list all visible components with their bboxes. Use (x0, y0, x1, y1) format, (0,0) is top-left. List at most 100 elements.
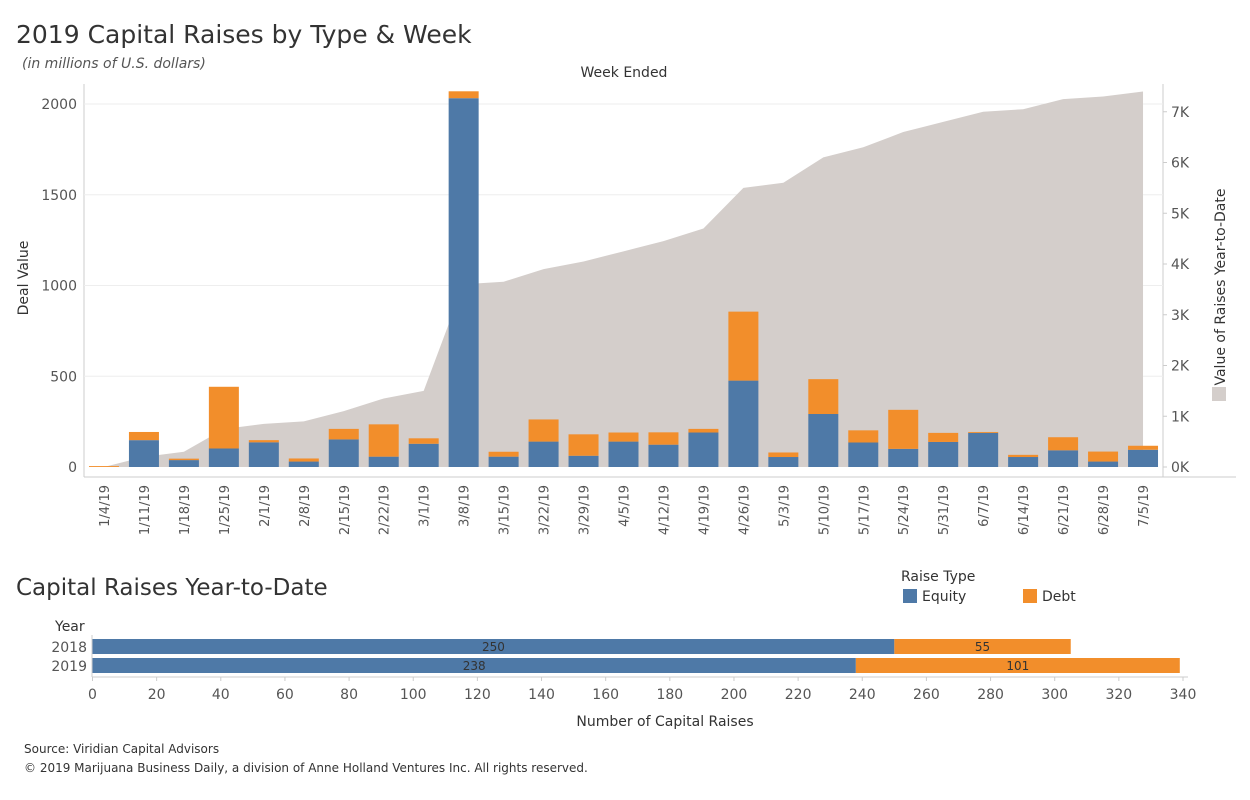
y-axis-title: Deal Value (16, 241, 32, 316)
ytd-x-tick-label: 200 (721, 687, 748, 703)
ytd-x-tick-label: 340 (1170, 687, 1197, 703)
legend-label-equity: Equity (922, 589, 966, 605)
y2-tick-label: 4K (1171, 257, 1190, 273)
debt-bar (528, 419, 559, 442)
legend-label-debt: Debt (1042, 589, 1076, 605)
debt-bar (648, 432, 679, 445)
x-tick-label: 1/4/19 (98, 485, 113, 527)
x-tick-label: 3/15/19 (498, 485, 513, 535)
equity-bar (528, 441, 559, 467)
equity-bar (1088, 461, 1119, 467)
equity-bar (888, 448, 919, 467)
y-tick-label: 500 (50, 369, 77, 385)
debt-bar (368, 424, 399, 457)
x-tick-label: 4/26/19 (737, 485, 752, 535)
equity-bar (608, 441, 639, 467)
equity-bar (648, 444, 679, 467)
equity-bar (968, 432, 999, 467)
x-tick-label: 5/24/19 (897, 485, 912, 535)
ytd-x-tick-label: 320 (1105, 687, 1132, 703)
copyright-note: © 2019 Marijuana Business Daily, a divis… (24, 761, 588, 775)
weekly-capital-raises-chart: 0 500 1000 1500 2000 0K 1K 2K 3K 4K 5K 6K 7K 1/4/19 1/… (16, 65, 1236, 535)
y2-tick-label: 0K (1171, 460, 1190, 476)
debt-bar (88, 466, 119, 467)
x-tick-label: 1/25/19 (218, 485, 233, 535)
x-tick-label: 6/7/19 (977, 485, 992, 527)
debt-ytd-bar (855, 658, 1180, 673)
debt-bar (288, 458, 319, 462)
debt-bar (848, 430, 879, 443)
debt-bar (808, 379, 839, 415)
x-tick-label: 4/5/19 (618, 485, 633, 527)
equity-bar (328, 439, 359, 467)
source-note: Source: Viridian Capital Advisors (24, 742, 220, 756)
ytd-x-tick-label: 60 (276, 687, 294, 703)
ytd-area-series (103, 91, 1144, 467)
page-title: 2019 Capital Raises by Type & Week (16, 20, 472, 49)
ytd-x-tick-label: 240 (849, 687, 876, 703)
equity-bar (848, 442, 879, 467)
y2-tick-label: 3K (1171, 308, 1190, 324)
x-tick-label: 5/10/19 (817, 485, 832, 535)
debt-bar (768, 452, 799, 458)
ytd-x-tick-label: 120 (464, 687, 491, 703)
debt-bar (1048, 437, 1079, 451)
debt-bar (248, 440, 279, 443)
ytd-x-tick-label: 280 (977, 687, 1004, 703)
y-tick-label: 1000 (41, 279, 77, 295)
debt-bar (488, 451, 519, 457)
debt-bar (408, 438, 439, 444)
y2-tick-label: 6K (1171, 156, 1190, 172)
x-tick-label: 3/1/19 (418, 485, 433, 527)
debt-bar (1128, 445, 1159, 450)
x-tick-label: 4/12/19 (657, 485, 672, 535)
ytd-x-tick-label: 300 (1041, 687, 1068, 703)
y2-tick-label: 2K (1171, 359, 1190, 375)
equity-bar (728, 380, 759, 467)
ytd-x-tick-label: 100 (400, 687, 427, 703)
x-tick-label: 6/14/19 (1017, 485, 1032, 535)
equity-bar (368, 456, 399, 467)
debt-bar (128, 431, 159, 441)
equity-bar (208, 448, 239, 467)
ytd-x-tick-label: 160 (592, 687, 619, 703)
debt-bar (728, 311, 759, 381)
ytd-y-axis-title: Year (54, 619, 85, 635)
ytd-x-tick-label: 220 (785, 687, 812, 703)
x-tick-label: 6/21/19 (1057, 485, 1072, 535)
x-tick-label: 5/3/19 (777, 485, 792, 527)
debt-bar (1088, 451, 1119, 462)
debt-ytd-bar (894, 639, 1071, 654)
x-axis-top-title: Week Ended (581, 65, 668, 81)
ytd-year-label: 2018 (51, 640, 87, 656)
equity-bar (168, 460, 199, 467)
equity-bar (1048, 450, 1079, 467)
x-tick-label: 3/29/19 (578, 485, 593, 535)
equity-bar (808, 414, 839, 467)
debt-bar (568, 434, 599, 456)
x-tick-label: 1/18/19 (178, 485, 193, 535)
ytd-x-tick-label: 180 (656, 687, 683, 703)
debt-bar (688, 428, 719, 433)
y2-tick-label: 1K (1171, 409, 1190, 425)
ytd-x-axis-title: Number of Capital Raises (576, 714, 753, 730)
x-tick-label: 5/17/19 (857, 485, 872, 535)
equity-bar (928, 441, 959, 467)
y-tick-label: 2000 (41, 97, 77, 113)
y2-legend-swatch (1212, 387, 1226, 401)
debt-bar (968, 431, 999, 433)
ytd-x-tick-label: 20 (148, 687, 166, 703)
x-tick-label: 6/28/19 (1097, 485, 1112, 535)
ytd-x-tick-label: 0 (88, 687, 97, 703)
debt-ytd-value: 101 (1006, 659, 1029, 673)
debt-bar (1008, 454, 1039, 458)
equity-bar (768, 457, 799, 467)
debt-bar (888, 409, 919, 449)
ytd-year-label: 2019 (51, 659, 87, 675)
x-tick-label: 2/22/19 (378, 485, 393, 535)
equity-bar (1008, 457, 1039, 467)
legend-title: Raise Type (901, 569, 975, 585)
equity-bar (688, 432, 719, 467)
x-tick-label: 5/31/19 (937, 485, 952, 535)
x-tick-label: 2/15/19 (338, 485, 353, 535)
